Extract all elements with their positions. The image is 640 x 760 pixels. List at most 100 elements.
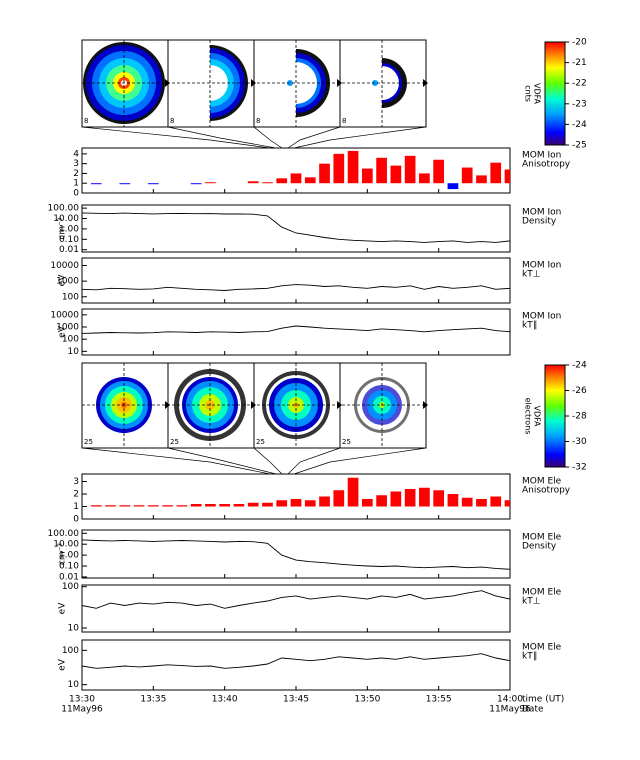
- image-label: 25: [84, 438, 93, 446]
- image-label: 25: [342, 438, 351, 446]
- colorbar-label: electrons: [524, 398, 533, 435]
- bar: [347, 477, 359, 507]
- series-line: [81, 653, 511, 669]
- y-tick-label: 10000: [50, 310, 79, 320]
- bar: [433, 490, 445, 507]
- ion-colorbar: [544, 41, 566, 146]
- bar: [119, 183, 131, 185]
- colorbar-label: cnts: [524, 85, 533, 102]
- y-tick-label: 0: [73, 515, 79, 525]
- bar: [461, 167, 473, 184]
- y-tick-label: 100: [62, 646, 79, 656]
- image-label: 25: [170, 438, 179, 446]
- bar: [476, 175, 487, 184]
- bar: [404, 155, 416, 184]
- image-label: 25: [256, 438, 265, 446]
- bar: [304, 500, 316, 507]
- bar: [133, 505, 145, 507]
- bar: [390, 491, 402, 507]
- bar: [319, 496, 330, 507]
- bar: [461, 497, 473, 507]
- series-line: [81, 590, 511, 609]
- bar: [90, 505, 102, 507]
- bar: [276, 500, 288, 507]
- image-label: 8: [342, 117, 346, 125]
- y-tick-label: 2: [73, 169, 79, 179]
- y-tick-label: 1: [73, 179, 79, 189]
- bar: [419, 173, 430, 184]
- image-label: 8: [170, 117, 174, 125]
- y-tick-label: 10: [68, 623, 80, 633]
- y-tick-label: 4: [73, 149, 79, 159]
- bar: [504, 169, 510, 184]
- y-tick-label: 100: [62, 335, 79, 345]
- y-tick-label: 0.10: [59, 562, 79, 572]
- bar: [504, 500, 510, 507]
- y-axis-label: eV: [58, 658, 68, 671]
- bar: [476, 499, 487, 507]
- y-tick-label: 100.00: [48, 204, 80, 214]
- y-tick-label: 10000: [50, 261, 79, 271]
- colorbar-tick-label: -32: [572, 463, 587, 473]
- bar: [347, 150, 359, 184]
- image-label: 8: [256, 117, 260, 125]
- series-line: [81, 325, 511, 334]
- panel-label: Density: [522, 542, 557, 552]
- panel-label: Anisotropy: [522, 486, 571, 496]
- bar: [90, 183, 102, 185]
- y-tick-label: 1.00: [59, 224, 79, 234]
- colorbar-tick-label: -28: [572, 412, 587, 422]
- panel-label: MOM Ion: [522, 261, 561, 271]
- bar: [490, 496, 502, 507]
- y-tick-label: 0.01: [59, 245, 79, 255]
- y-tick-label: 3: [73, 159, 79, 169]
- bar: [290, 499, 302, 507]
- ele-images: [81, 362, 428, 475]
- y-tick-label: 100: [62, 582, 79, 592]
- bar: [119, 505, 131, 507]
- bar: [205, 182, 216, 184]
- panel-frame: [81, 639, 511, 691]
- colorbar-tick-label: -30: [572, 437, 587, 447]
- image-label: 8: [84, 117, 88, 125]
- bar: [147, 183, 159, 185]
- date-label: 11May96: [489, 705, 531, 715]
- x-tick-label: 13:45: [283, 695, 309, 705]
- colorbar-tick-label: -24: [572, 361, 587, 371]
- y-axis-label: eV: [58, 602, 68, 615]
- bar: [233, 504, 245, 507]
- panel-label: MOM Ion: [522, 312, 561, 322]
- panel-label: MOM Ele: [522, 477, 562, 487]
- series-line: [81, 212, 511, 243]
- y-axis-label: eV: [58, 325, 68, 338]
- bar: [290, 173, 302, 184]
- bar: [190, 183, 202, 185]
- colorbar-tick-label: -22: [572, 79, 587, 89]
- panel-frame: [81, 257, 511, 304]
- bar: [361, 168, 373, 184]
- y-tick-label: 1: [73, 502, 79, 512]
- bar: [304, 177, 316, 184]
- y-tick-label: 0.10: [59, 235, 79, 245]
- bar: [247, 502, 259, 507]
- x-tick-label: 13:35: [140, 695, 166, 705]
- colorbar-tick-label: -26: [572, 386, 587, 396]
- panel-frame: [81, 529, 511, 579]
- bar: [376, 157, 387, 184]
- time-axis-name: time (UT): [522, 695, 564, 705]
- y-tick-label: 3: [73, 477, 79, 487]
- y-tick-label: 10.00: [53, 540, 79, 550]
- y-tick-label: 100: [62, 292, 79, 302]
- colorbar-tick-label: -20: [572, 38, 587, 48]
- y-tick-label: 1000: [56, 322, 79, 332]
- panel-frame: [81, 584, 511, 633]
- bar: [361, 499, 373, 507]
- bar: [190, 504, 202, 507]
- bar: [105, 505, 116, 507]
- x-tick-label: 13:30: [69, 695, 95, 705]
- panel-frame: [81, 308, 511, 356]
- y-tick-label: 1.00: [59, 551, 79, 561]
- colorbar-label: VDFA: [533, 406, 542, 428]
- y-tick-label: 100.00: [48, 529, 80, 539]
